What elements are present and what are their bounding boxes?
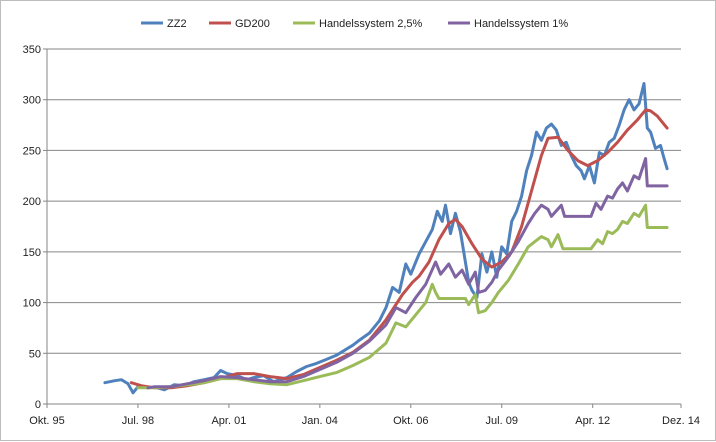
y-tick-label: 200 (23, 196, 41, 208)
y-tick-label: 300 (23, 95, 41, 107)
y-tick-label: 150 (23, 247, 41, 259)
legend-label: ZZ2 (167, 18, 187, 30)
y-tick-label: 350 (23, 44, 41, 56)
y-tick-label: 0 (35, 399, 41, 411)
legend-label: Handelssystem 1% (474, 18, 568, 30)
legend-label: Handelssystem 2,5% (319, 18, 423, 30)
x-axis-ticks: Okt. 95 Jul. 98 Apr. 01 Jan. 04 Okt. 06 Jul. … (29, 404, 700, 427)
x-tick-label: Apr. 12 (575, 415, 610, 427)
gridlines (46, 48, 681, 405)
y-tick-label: 50 (29, 348, 41, 360)
x-tick-label: Jul. 09 (486, 415, 518, 427)
x-tick-label: Jan. 04 (302, 415, 338, 427)
y-axis-ticks: 0 50 100 150 200 250 300 350 (23, 44, 47, 411)
y-tick-label: 250 (23, 145, 41, 157)
series-lines (103, 82, 669, 395)
legend: ZZ2 GD200 Handelssystem 2,5% Handelssystem … (141, 18, 568, 30)
series-line-handelssystem-1- (146, 157, 669, 390)
x-tick-label: Apr. 01 (211, 415, 246, 427)
series-line-gd200 (129, 108, 669, 390)
x-tick-label: Okt. 95 (29, 415, 64, 427)
x-tick-label: Jul. 98 (122, 415, 154, 427)
y-tick-label: 100 (23, 298, 41, 310)
x-tick-label: Okt. 06 (393, 415, 428, 427)
series-line-zz2 (103, 82, 669, 395)
series-line-handelssystem-2-5- (136, 203, 669, 390)
legend-label: GD200 (235, 18, 270, 30)
x-tick-label: Dez. 14 (662, 415, 700, 427)
